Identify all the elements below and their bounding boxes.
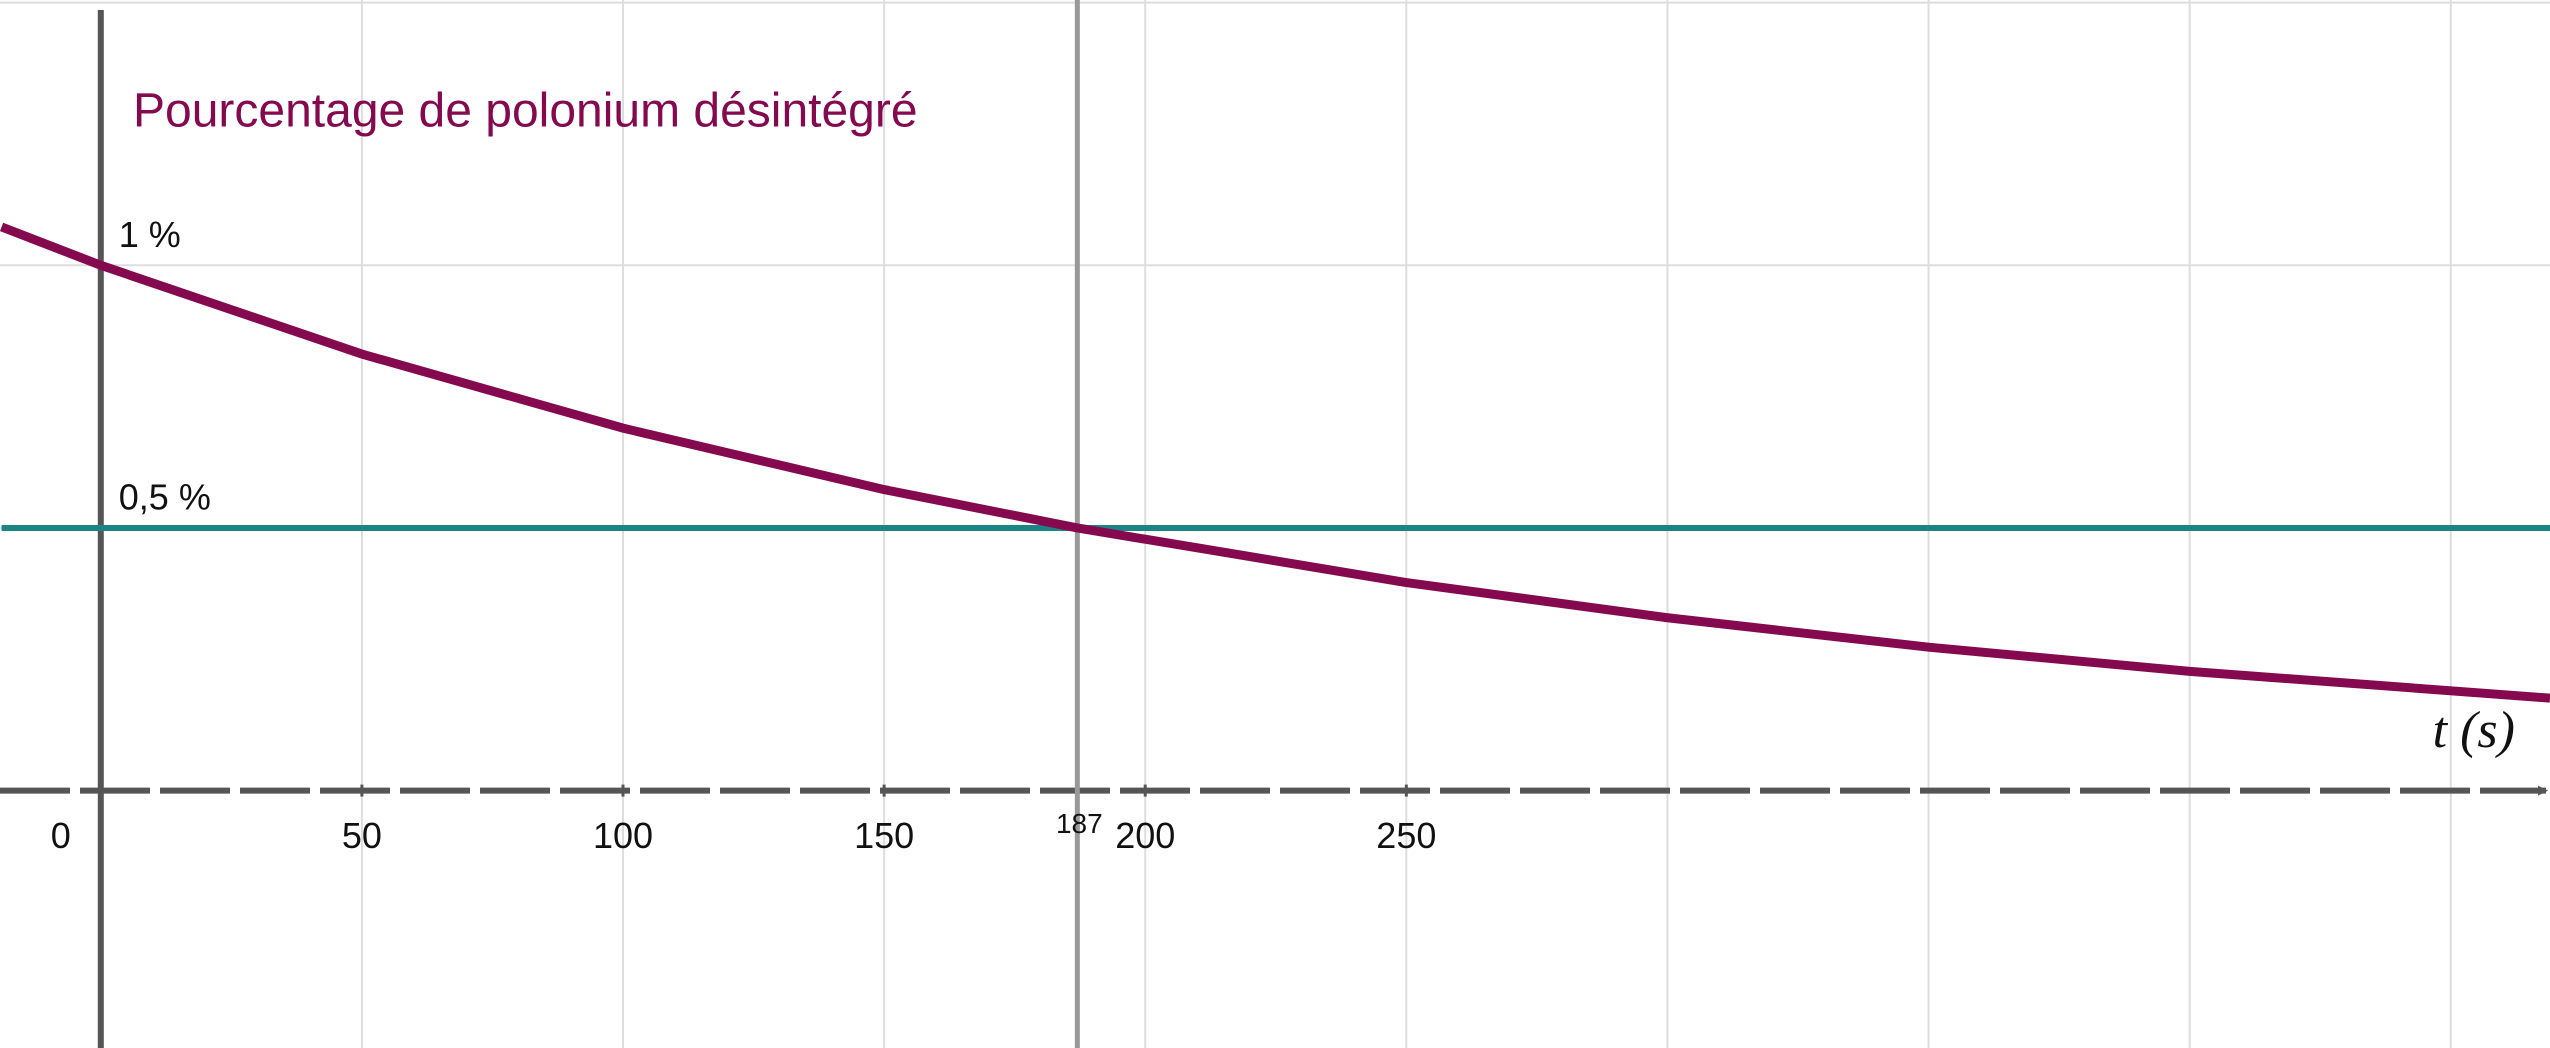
x-tick-label: 250 [1376,815,1436,856]
series-line [0,222,2550,703]
chart-title: Pourcentage de polonium désintégré [133,85,918,138]
marks [0,222,2550,703]
x-tick-label: 100 [593,815,653,856]
x-axis-label: t (s) [2433,702,2515,759]
marker-label: 187 [1056,808,1103,839]
y-tick-label: 1 % [119,214,181,255]
x-tick-label: 0 [51,815,71,856]
x-tick-label: 50 [342,815,382,856]
x-tick-label: 200 [1115,815,1175,856]
y-tick-label: 0,5 % [119,476,211,517]
x-tick-label: 150 [854,815,914,856]
